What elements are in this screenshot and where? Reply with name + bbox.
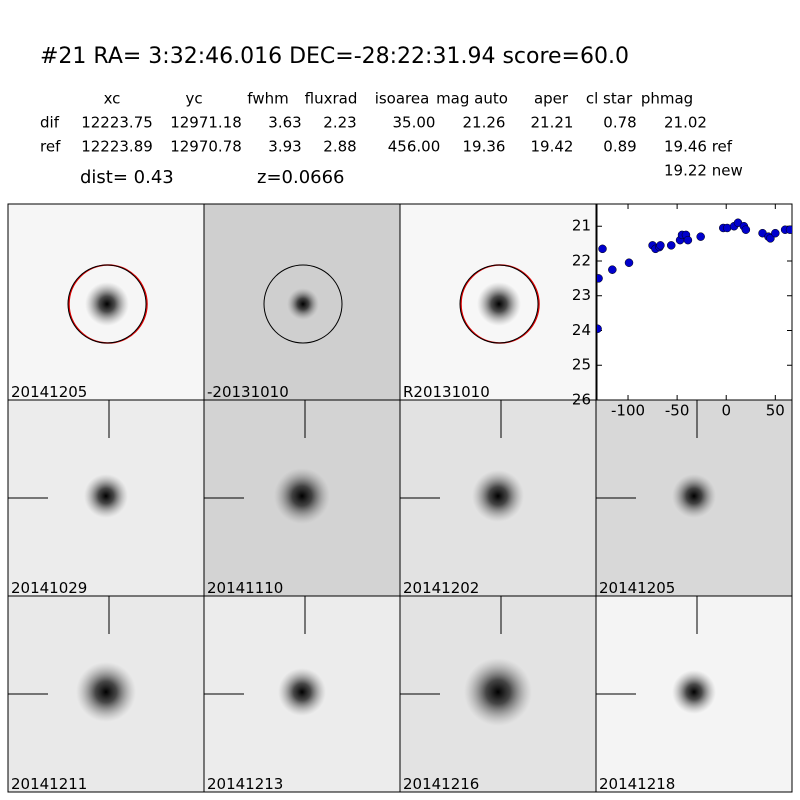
- point: [598, 244, 607, 254]
- stamp-label: 20141110: [207, 579, 283, 597]
- column-header: cl star: [586, 90, 633, 108]
- column-header: isoarea: [375, 90, 430, 108]
- stamp-label: 20141202: [403, 579, 479, 597]
- aperture-circle: [459, 264, 539, 344]
- source: [274, 468, 330, 524]
- cell: 2.23: [323, 114, 356, 132]
- cell: 12223.75: [81, 114, 153, 132]
- point: [597, 324, 602, 334]
- source: [287, 288, 319, 320]
- point: [741, 225, 751, 234]
- point: [656, 241, 665, 250]
- point: [608, 265, 617, 274]
- row-label: dif: [40, 114, 60, 132]
- stamp-label: 20141218: [599, 775, 675, 793]
- column-header: mag auto: [436, 90, 508, 108]
- x-tick-label: -50: [665, 402, 690, 420]
- plot-area: [596, 203, 793, 401]
- point: [597, 274, 603, 283]
- stamp-label: 20141211: [11, 775, 87, 793]
- column-header: fwhm: [247, 90, 288, 108]
- source: [472, 470, 524, 522]
- cell: 12971.18: [170, 114, 242, 132]
- point: [766, 234, 775, 243]
- cell: 19.42: [531, 138, 574, 156]
- x-tick-label: -100: [611, 402, 645, 420]
- cell: 19.46 ref: [664, 138, 733, 156]
- cell: 21.26: [463, 114, 506, 132]
- redshift: z=0.0666: [257, 167, 345, 188]
- stamp-label: 20141213: [207, 775, 283, 793]
- points: [597, 218, 792, 334]
- cell: 3.63: [268, 114, 301, 132]
- stamp-label: R20131010: [403, 383, 490, 401]
- cell: 2.88: [323, 138, 356, 156]
- cell: 12970.78: [170, 138, 242, 156]
- source: [477, 282, 521, 326]
- y-tick-label: 25: [572, 356, 591, 374]
- source: [672, 474, 716, 518]
- source: [464, 658, 532, 726]
- x-tick-label: 0: [721, 402, 731, 420]
- point: [771, 228, 780, 238]
- point: [683, 235, 693, 245]
- y-tick-label: 24: [572, 321, 591, 339]
- cell: 21.21: [531, 114, 574, 132]
- column-header: aper: [534, 90, 569, 108]
- cell: 0.89: [603, 138, 636, 156]
- cell: 456.00: [388, 138, 441, 156]
- column-header: xc: [104, 90, 121, 108]
- point: [696, 232, 705, 241]
- point: [624, 258, 634, 267]
- y-tick-label: 22: [572, 251, 591, 269]
- dist: dist= 0.43: [80, 167, 174, 188]
- new-mag: 19.22 new: [664, 162, 743, 180]
- y-tick-label: 26: [572, 391, 591, 409]
- cell: 19.36: [463, 138, 506, 156]
- cell: 35.00: [393, 114, 436, 132]
- source: [76, 662, 136, 722]
- point: [666, 241, 676, 250]
- y-tick-label: 21: [572, 217, 591, 235]
- stamp-label: 20141029: [11, 579, 87, 597]
- y-tick-label: 23: [572, 286, 591, 304]
- point: [785, 225, 792, 234]
- column-header: fluxrad: [305, 90, 358, 108]
- cell: 3.93: [268, 138, 301, 156]
- x-tick-label: 50: [766, 402, 785, 420]
- source: [278, 668, 326, 716]
- stamp-label: -20131010: [207, 383, 289, 401]
- aperture-circle: [263, 264, 343, 344]
- row-label: ref: [40, 138, 61, 156]
- stamp-label: 20141205: [599, 579, 675, 597]
- cell: 0.78: [603, 114, 636, 132]
- stamp-label: 20141216: [403, 775, 479, 793]
- source: [85, 282, 129, 326]
- source: [84, 474, 128, 518]
- aperture-circle: [67, 264, 147, 344]
- source: [672, 670, 716, 714]
- cell: 12223.89: [81, 138, 153, 156]
- title: #21 RA= 3:32:46.016 DEC=-28:22:31.94 sco…: [40, 44, 629, 69]
- column-header: yc: [185, 90, 202, 108]
- column-header: phmag: [641, 90, 693, 108]
- cell: 21.02: [664, 114, 707, 132]
- stamp-label: 20141205: [11, 383, 87, 401]
